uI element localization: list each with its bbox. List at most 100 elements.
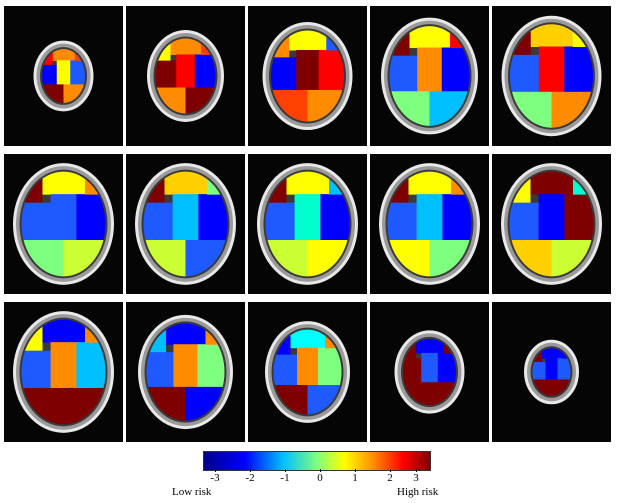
brain-region-parcel <box>297 347 319 388</box>
brain-region-parcel <box>403 358 422 383</box>
brain-slice-image <box>524 339 579 405</box>
brain-region-parcel <box>76 342 106 389</box>
colorbar-tickmark <box>355 469 356 472</box>
brain-region-parcel <box>409 26 451 49</box>
brain-region-parcel <box>21 202 52 241</box>
brain-slice-image <box>501 15 602 137</box>
colorbar-tickmark <box>215 469 216 472</box>
colorbar-tick-label: 2 <box>387 472 393 484</box>
brain-region-parcel <box>530 24 574 47</box>
colorbar-tickmark <box>285 469 286 472</box>
brain-slice-tile <box>370 6 489 146</box>
brain-region-parcel <box>318 49 344 91</box>
brain-slice-tile <box>248 302 367 442</box>
colorbar-tickmark <box>250 469 251 472</box>
brain-region-parcel <box>146 352 174 388</box>
brain-region-parcel <box>415 338 444 354</box>
brain-slice-tile <box>126 6 245 146</box>
brain-region-parcel <box>164 171 208 195</box>
brain-slice-tile <box>4 154 123 294</box>
brain-region-parcel <box>56 60 71 86</box>
colorbar-tick-label: 0 <box>317 472 323 484</box>
brain-region-parcel <box>176 54 196 90</box>
brain-region-parcel <box>21 350 52 389</box>
colorbar-tick-label: 3 <box>413 472 419 484</box>
brain-slice-tile <box>248 6 367 146</box>
brain-slice-tile <box>126 302 245 442</box>
brain-region-parcel <box>42 64 58 85</box>
brain-region-parcel <box>564 194 594 241</box>
brain-slice-image <box>381 17 478 135</box>
brain-slice-image <box>135 163 236 285</box>
brain-slice-image <box>265 321 350 423</box>
brain-slice-tile <box>492 302 611 442</box>
colorbar-tick-label: -3 <box>210 472 220 484</box>
colorbar-legend: -3 -2 -1 0 1 2 3 Low risk High risk <box>0 448 622 503</box>
brain-region-parcel <box>421 352 439 385</box>
brain-region-parcel <box>538 46 565 95</box>
brain-region-parcel <box>50 342 77 391</box>
brain-region-parcel <box>265 202 296 241</box>
brain-region-parcel <box>172 194 199 243</box>
brain-slice-image <box>257 163 358 285</box>
colorbar-tick-label: -1 <box>280 472 290 484</box>
brain-region-parcel <box>42 171 86 195</box>
brain-region-parcel <box>296 49 320 93</box>
brain-region-parcel <box>541 348 562 359</box>
brain-slice-tile <box>492 6 611 146</box>
colorbar-tickmark <box>390 469 391 472</box>
low-risk-label: Low risk <box>172 486 212 498</box>
brain-region-parcel <box>143 202 174 241</box>
brain-region-parcel <box>271 57 297 91</box>
brain-region-parcel <box>42 319 86 343</box>
colorbar-tickmark <box>320 469 321 472</box>
colorbar-tick-label: 1 <box>352 472 358 484</box>
brain-region-parcel <box>155 60 177 89</box>
brain-region-parcel <box>510 54 540 93</box>
brain-region-parcel <box>170 38 202 55</box>
brain-slice-grid <box>4 6 618 446</box>
brain-region-parcel <box>441 47 470 92</box>
brain-slice-tile <box>492 154 611 294</box>
brain-region-parcel <box>442 194 472 241</box>
brain-region-parcel <box>417 47 443 94</box>
brain-slice-tile <box>370 302 489 442</box>
brain-region-parcel <box>198 194 228 241</box>
brain-slice-image <box>33 40 94 112</box>
brain-region-parcel <box>437 352 456 383</box>
brain-region-parcel <box>76 194 106 241</box>
brain-region-parcel <box>557 358 571 380</box>
brain-region-parcel <box>70 60 85 85</box>
brain-region-parcel <box>320 194 350 241</box>
brain-slice-image <box>13 311 114 433</box>
brain-region-parcel <box>416 194 443 243</box>
brain-slice-tile <box>4 302 123 442</box>
brain-region-parcel <box>387 202 418 241</box>
brain-slice-image <box>262 22 353 130</box>
brain-slice-image <box>501 163 602 285</box>
brain-region-parcel <box>408 171 452 195</box>
brain-slice-tile <box>370 154 489 294</box>
brain-region-parcel <box>318 347 342 386</box>
brain-region-parcel <box>509 202 540 241</box>
brain-region-parcel <box>538 194 565 243</box>
high-risk-label: High risk <box>397 486 439 498</box>
brain-slice-image <box>379 163 480 285</box>
brain-region-parcel <box>290 329 326 349</box>
colorbar-tickmark <box>416 469 417 472</box>
brain-region-parcel <box>165 323 206 345</box>
brain-region-parcel <box>52 49 76 61</box>
brain-region-parcel <box>294 194 321 243</box>
brain-region-parcel <box>545 358 558 381</box>
brain-region-parcel <box>389 55 418 92</box>
brain-slice-tile <box>126 154 245 294</box>
colorbar-gradient <box>203 451 431 471</box>
brain-region-parcel <box>197 344 225 388</box>
brain-region-parcel <box>564 46 593 93</box>
brain-slice-image <box>147 30 224 122</box>
brain-region-parcel <box>273 354 298 386</box>
brain-region-parcel <box>50 194 77 243</box>
brain-region-parcel <box>530 171 574 195</box>
brain-slice-image <box>13 163 114 285</box>
colorbar-tick-label: -2 <box>245 472 255 484</box>
